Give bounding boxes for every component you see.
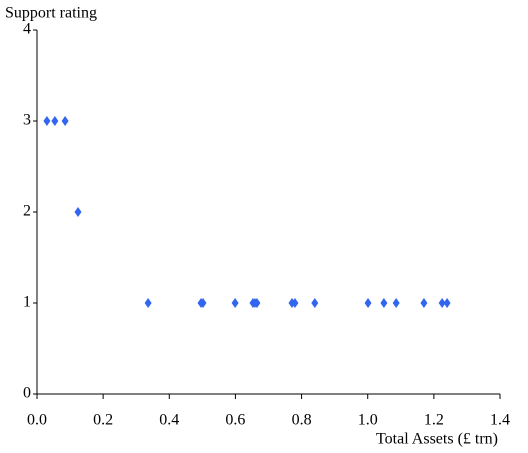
point (438, 298, 446, 308)
x-axis-label: Total Assets (£ trn) (376, 431, 498, 448)
y-tick-label: 3 (23, 112, 31, 129)
point (364, 298, 372, 308)
point (380, 298, 388, 308)
point (61, 116, 69, 126)
y-tick-label: 1 (23, 294, 31, 311)
point (291, 298, 299, 308)
point (231, 298, 239, 308)
x-tick-label: 0.0 (27, 412, 47, 429)
x-tick-label: 0.8 (292, 412, 312, 429)
x-tick-label: 1.4 (490, 412, 510, 429)
y-tick-label: 2 (23, 203, 31, 220)
y-tick-label: 0 (23, 385, 31, 402)
point (443, 298, 451, 308)
point (253, 298, 261, 308)
point (43, 116, 51, 126)
x-tick-label: 0.6 (225, 412, 245, 429)
point (199, 298, 207, 308)
x-tick-label: 1.2 (424, 412, 444, 429)
x-tick-label: 0.2 (93, 412, 113, 429)
point (392, 298, 400, 308)
point (420, 298, 428, 308)
x-tick-label: 0.4 (159, 412, 179, 429)
point (74, 207, 82, 217)
point (51, 116, 59, 126)
x-tick-label: 1.0 (358, 412, 378, 429)
y-axis-label: Support rating (5, 5, 97, 22)
point (144, 298, 152, 308)
point (311, 298, 319, 308)
y-tick-label: 4 (23, 21, 31, 38)
